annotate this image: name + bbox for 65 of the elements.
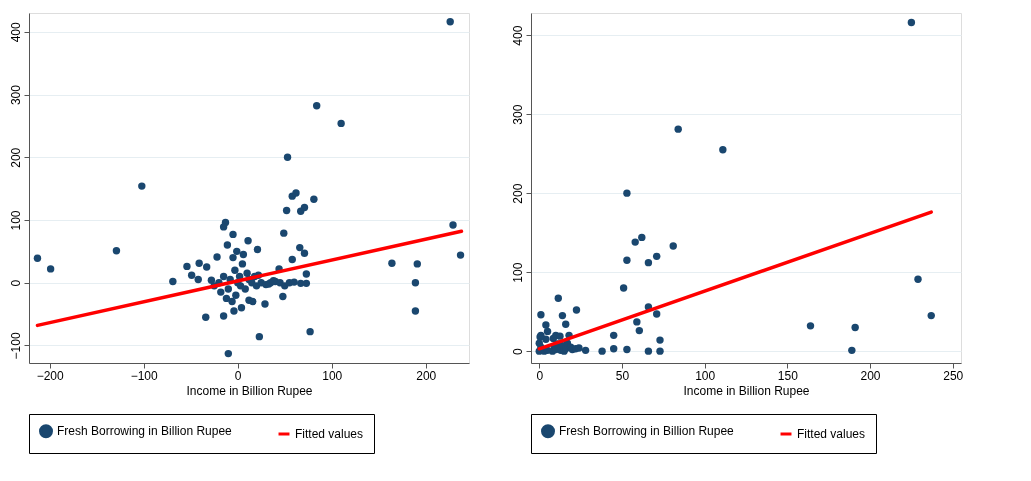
point	[644, 258, 653, 267]
point	[619, 284, 628, 292]
point	[554, 294, 562, 302]
point	[609, 345, 618, 353]
point	[656, 336, 664, 344]
point	[558, 311, 567, 320]
point	[537, 311, 545, 319]
point	[542, 321, 550, 329]
y-tick-label: 400	[510, 25, 525, 46]
point	[848, 346, 856, 355]
point	[535, 339, 543, 347]
point	[556, 332, 564, 340]
point	[623, 189, 631, 197]
x-tick-label: 200	[860, 368, 881, 383]
legend-label: Fresh Borrowing in Billion Rupee	[559, 424, 735, 439]
y-tick-label: 0	[8, 279, 23, 287]
y-tick-label: 0	[510, 347, 525, 355]
point	[562, 320, 570, 328]
y-tick-label: 200	[510, 183, 525, 204]
x-axis-title: Income in Billion Rupee	[683, 383, 810, 398]
point	[652, 252, 661, 261]
x-tick-label: 250	[943, 368, 964, 383]
point	[575, 344, 583, 352]
x-tick-label: 0	[234, 368, 242, 383]
x-tick-label: 100	[322, 368, 343, 383]
point	[638, 233, 646, 242]
y-tick-label: 100	[8, 210, 23, 231]
point	[927, 311, 935, 320]
point	[609, 331, 618, 340]
point	[669, 242, 677, 250]
point	[914, 275, 922, 283]
point	[543, 327, 552, 336]
legend-label: Fitted values	[797, 427, 866, 441]
point	[581, 346, 590, 355]
x-tick-label: −100	[130, 368, 159, 383]
point	[644, 347, 653, 355]
point	[652, 310, 661, 318]
y-tick-label: −100	[8, 332, 23, 360]
legend-label: Fitted values	[295, 427, 364, 441]
point	[572, 306, 581, 314]
point	[851, 323, 859, 332]
point	[598, 347, 606, 355]
point	[674, 125, 682, 133]
x-tick-label: 100	[695, 368, 716, 383]
point	[633, 318, 641, 326]
x-tick-label: 200	[416, 368, 437, 383]
point	[623, 345, 631, 354]
x-tick-label: 0	[536, 368, 544, 383]
y-tick-label: 300	[510, 104, 525, 125]
point	[623, 256, 631, 264]
y-tick-label: 400	[8, 21, 23, 43]
x-tick-label: 150	[777, 368, 799, 383]
point	[719, 145, 727, 154]
x-axis-title: Income in Billion Rupee	[186, 383, 313, 398]
legend-label: Fresh Borrowing in Billion Rupee	[57, 424, 233, 439]
point	[806, 322, 815, 330]
x-tick-label: −200	[36, 368, 65, 383]
y-tick-label: 100	[510, 262, 525, 283]
point	[656, 347, 664, 355]
point	[631, 238, 639, 246]
point	[635, 326, 644, 335]
y-tick-label: 200	[8, 147, 23, 168]
x-tick-label: 50	[615, 368, 630, 383]
y-tick-label: 300	[8, 84, 23, 106]
point	[907, 18, 916, 27]
